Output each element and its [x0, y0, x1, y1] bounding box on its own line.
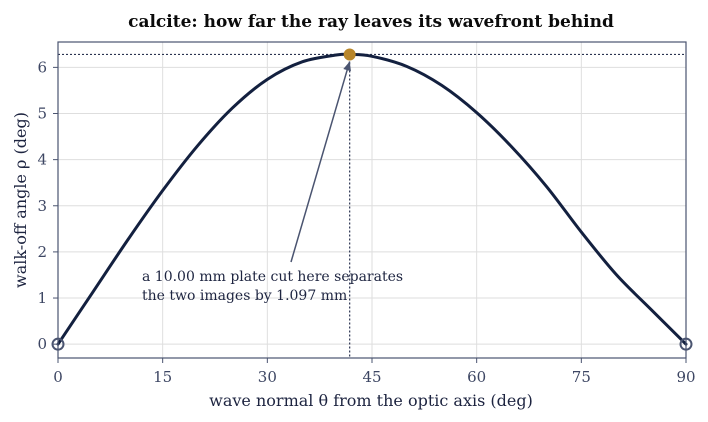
y-tick-label: 1: [37, 289, 47, 307]
reference-lines: [58, 53, 686, 358]
y-tick-label: 0: [37, 335, 47, 353]
x-tick-label: 60: [467, 368, 486, 386]
x-tick-label: 75: [572, 368, 591, 386]
max-point-marker: [343, 48, 356, 61]
y-tick-label: 6: [37, 58, 47, 76]
annotation-arrow-head: [343, 61, 351, 72]
annotation-arrow-shaft: [290, 61, 351, 263]
y-tick-label: 5: [37, 105, 47, 123]
series-group: [56, 52, 688, 346]
annotation-line-1: a 10.00 mm plate cut here separates: [142, 269, 403, 285]
x-tick-label: 45: [362, 368, 381, 386]
annotation-group: a 10.00 mm plate cut here separates the …: [142, 61, 403, 304]
y-tick-label: 2: [37, 243, 47, 261]
walkoff-curve: [56, 52, 688, 346]
y-axis-label: walk-off angle ρ (deg): [11, 112, 30, 288]
x-tick-label: 0: [53, 368, 63, 386]
x-tick-label: 90: [676, 368, 695, 386]
grid: [57, 42, 687, 358]
x-tick-label: 15: [153, 368, 172, 386]
y-tick-label: 4: [37, 151, 47, 169]
x-axis-label: wave normal θ from the optic axis (deg): [209, 391, 533, 410]
chart-title: calcite: how far the ray leaves its wave…: [128, 12, 614, 32]
plot-frame: [57, 41, 687, 359]
y-tick-label: 3: [37, 197, 47, 215]
x-tick-label: 30: [258, 368, 277, 386]
annotation-line-2: the two images by 1.097 mm: [142, 288, 347, 304]
